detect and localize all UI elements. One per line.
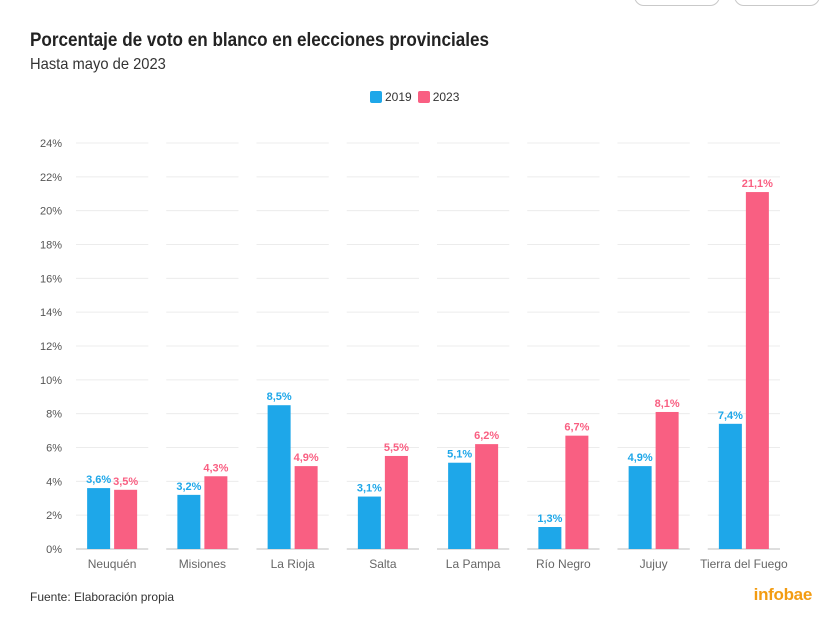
bar-2023 — [384, 455, 408, 549]
data-label-2019: 3,2% — [176, 481, 201, 493]
legend: 2019 2023 — [370, 90, 465, 104]
x-tick-label: Misiones — [179, 557, 226, 571]
y-tick-label: 0% — [46, 544, 62, 556]
y-tick-label: 18% — [40, 240, 62, 252]
x-tick-label: Jujuy — [640, 557, 668, 571]
data-label-2019: 5,1% — [447, 449, 472, 461]
bar-2019 — [718, 423, 742, 549]
y-tick-label: 14% — [40, 307, 62, 319]
data-label-2019: 3,6% — [86, 474, 111, 486]
legend-item-2019[interactable]: 2019 — [370, 90, 412, 104]
y-tick-label: 20% — [40, 206, 62, 218]
data-label-2023: 3,5% — [113, 476, 138, 488]
chart-subtitle: Hasta mayo de 2023 — [30, 56, 166, 73]
data-label-2023: 21,1% — [742, 178, 773, 190]
data-label-2023: 4,3% — [203, 462, 228, 474]
x-tick-label: Río Negro — [536, 557, 591, 571]
data-label-2019: 7,4% — [718, 410, 743, 422]
bar-2019 — [177, 494, 201, 549]
x-tick-label: La Rioja — [271, 557, 315, 571]
bar-2019 — [87, 488, 111, 549]
x-tick-label: Tierra del Fuego — [700, 557, 788, 571]
y-tick-label: 10% — [40, 375, 62, 387]
y-tick-label: 8% — [46, 409, 62, 421]
data-label-2023: 6,7% — [564, 422, 589, 434]
bar-2019 — [267, 405, 291, 549]
x-tick-label: Neuquén — [88, 557, 137, 571]
bar-2023 — [745, 192, 769, 549]
y-tick-label: 24% — [40, 138, 62, 150]
bar-2019 — [357, 496, 381, 549]
data-label-2023: 4,9% — [294, 452, 319, 464]
y-tick-label: 12% — [40, 341, 62, 353]
data-label-2019: 8,5% — [267, 391, 292, 403]
bar-2023 — [655, 411, 679, 549]
data-label-2019: 4,9% — [628, 452, 653, 464]
data-label-2023: 6,2% — [474, 430, 499, 442]
source-note: Fuente: Elaboración propia — [30, 590, 175, 604]
legend-swatch-2019 — [370, 91, 382, 103]
x-tick-label: Salta — [369, 557, 397, 571]
bar-2023 — [204, 476, 228, 549]
data-label-2019: 1,3% — [537, 513, 562, 525]
x-tick-label: La Pampa — [446, 557, 501, 571]
bar-2023 — [475, 444, 499, 549]
bar-2023 — [294, 466, 318, 549]
bar-2023 — [565, 435, 589, 549]
legend-label-2023: 2023 — [432, 90, 460, 104]
bar-2023 — [114, 489, 138, 549]
y-tick-label: 6% — [46, 443, 62, 455]
infobae-logo: infobae — [753, 585, 813, 604]
data-label-2019: 3,1% — [357, 483, 382, 495]
data-label-2023: 8,1% — [655, 398, 680, 410]
bar-2019 — [448, 462, 472, 549]
y-tick-label: 2% — [46, 510, 62, 522]
chart-title: Porcentaje de voto en blanco en eleccion… — [30, 30, 490, 51]
y-tick-label: 22% — [40, 172, 62, 184]
legend-item-2023[interactable]: 2023 — [417, 90, 460, 104]
bar-2019 — [628, 466, 652, 549]
bar-2019 — [538, 527, 562, 549]
legend-label-2019: 2019 — [385, 90, 412, 104]
data-label-2023: 5,5% — [384, 442, 409, 454]
y-tick-label: 16% — [40, 273, 62, 285]
y-tick-label: 4% — [46, 476, 62, 488]
legend-swatch-2023 — [417, 91, 430, 103]
